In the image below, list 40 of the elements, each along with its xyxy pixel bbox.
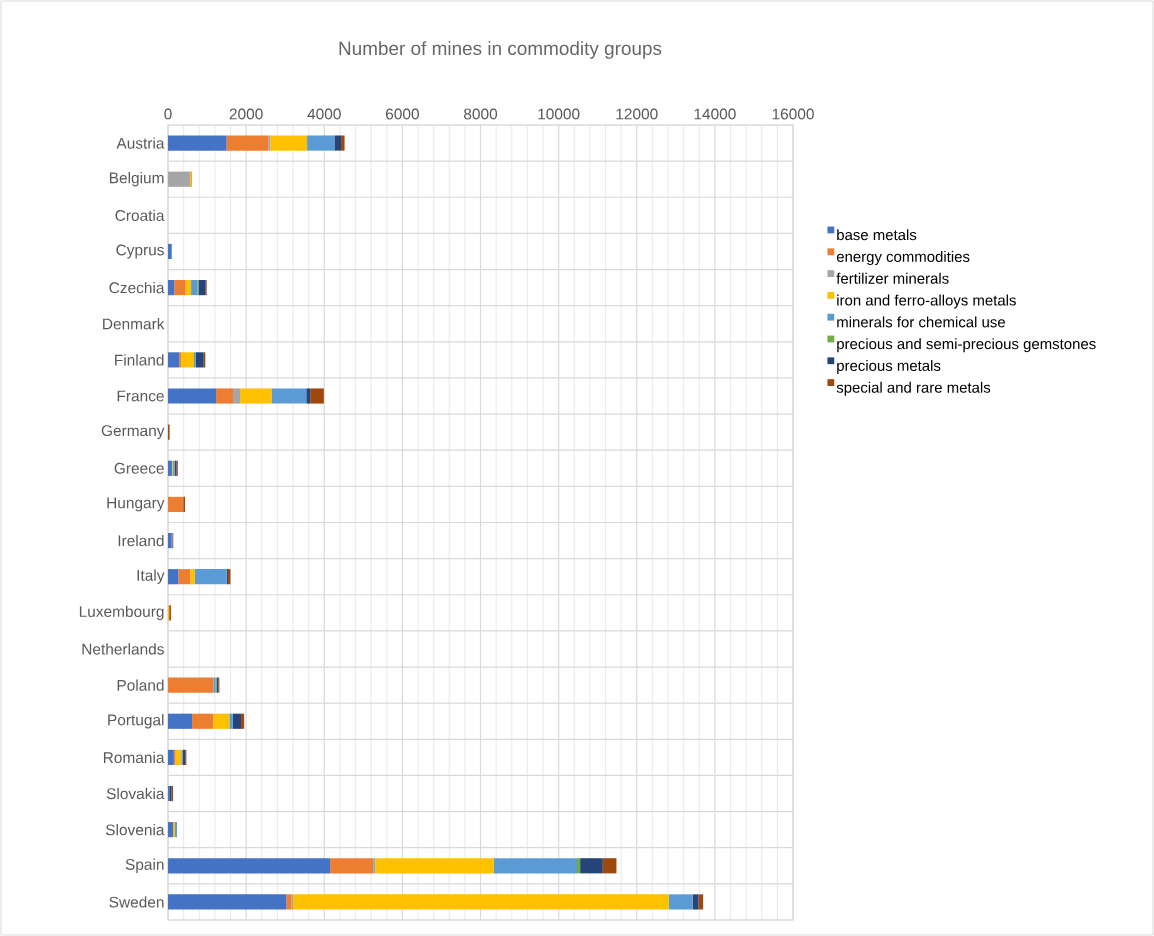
y-tick-label: Netherlands — [82, 643, 164, 655]
y-tick-label: Czechia — [109, 281, 165, 294]
y-tick-label: Sweden — [109, 896, 164, 908]
y-tick-label: Cyprus — [116, 244, 164, 259]
y-tick-label: Greece — [114, 462, 164, 474]
y-tick-label: Germany — [101, 425, 165, 440]
y-tick-label: Denmark — [103, 318, 165, 330]
y-tick-label: Ireland — [118, 534, 164, 547]
y-tick-label: Croatia — [115, 209, 165, 222]
x-tick-label: 2000 — [229, 108, 263, 120]
x-tick-label: 10000 — [538, 108, 580, 120]
legend-label: minerals for chemical use — [837, 316, 1005, 328]
y-tick-label: Italy — [137, 569, 165, 584]
y-tick-label: Poland — [117, 679, 164, 691]
x-tick-label: 8000 — [464, 108, 498, 120]
x-tick-label: 16000 — [772, 108, 814, 120]
y-tick-label: Romania — [103, 751, 165, 764]
y-tick-label: Slovenia — [105, 823, 165, 836]
x-tick-label: 14000 — [694, 108, 736, 120]
x-tick-label: 0 — [164, 108, 172, 120]
y-tick-label: Hungary — [107, 497, 165, 512]
legend-label: fertilizer minerals — [836, 272, 949, 284]
chart-title: Number of mines in commodity groups — [339, 41, 662, 59]
legend-label: precious and semi-precious gemstones — [837, 338, 1096, 353]
legend-label: special and rare metals — [836, 381, 991, 396]
y-tick-label: Finland — [115, 354, 164, 366]
legend-label: base metals — [837, 229, 917, 241]
legend-label: energy commodities — [836, 251, 970, 265]
y-tick-label: Luxembourg — [79, 605, 164, 621]
legend-label: iron and ferro-alloys metals — [837, 294, 1016, 309]
legend-label: precious metals — [837, 360, 941, 374]
y-tick-label: France — [117, 390, 164, 402]
y-tick-label: Spain — [125, 858, 164, 873]
y-tick-label: Slovakia — [106, 787, 165, 800]
y-tick-label: Portugal — [108, 714, 164, 729]
x-tick-label: 12000 — [616, 108, 658, 120]
x-tick-label: 6000 — [385, 108, 419, 120]
x-tick-label: 4000 — [307, 108, 341, 120]
y-tick-label: Belgium — [109, 172, 164, 187]
y-tick-label: Austria — [116, 137, 165, 149]
